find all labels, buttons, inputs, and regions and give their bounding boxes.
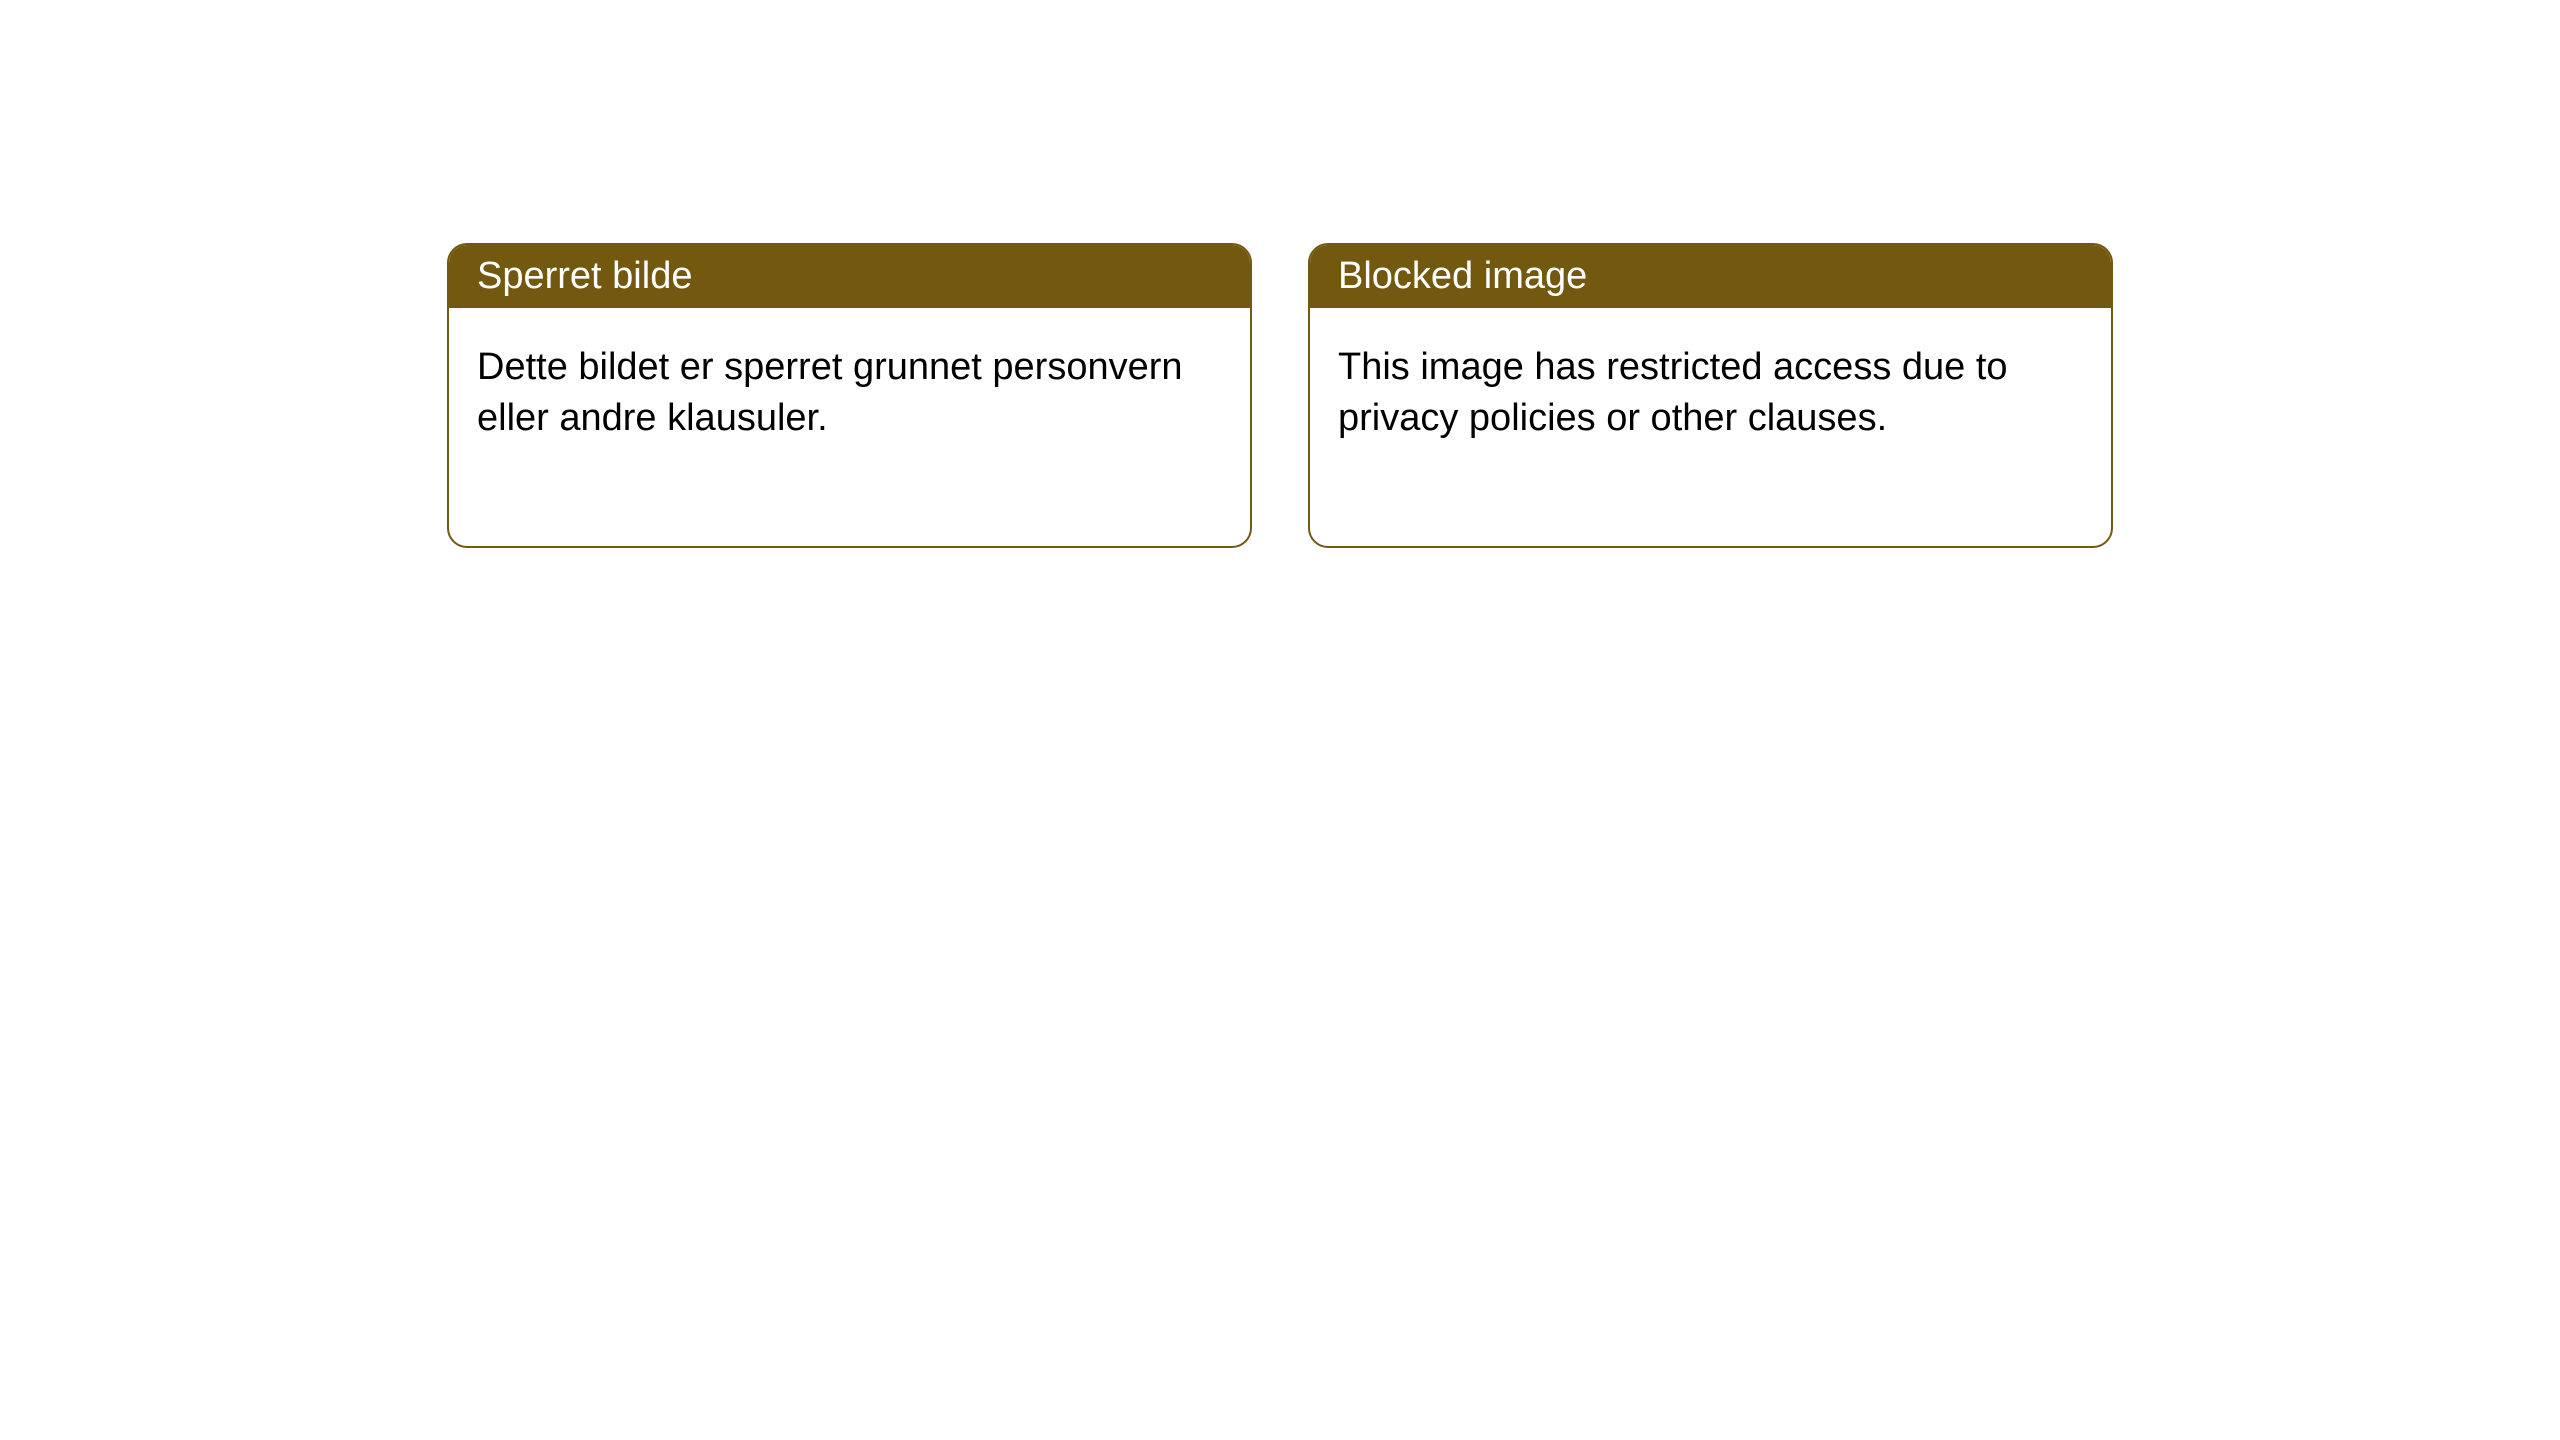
card-body: Dette bildet er sperret grunnet personve…: [449, 308, 1250, 546]
card-title: Blocked image: [1338, 255, 1587, 297]
card-title: Sperret bilde: [477, 255, 692, 297]
card-body-text: This image has restricted access due to …: [1338, 346, 2008, 439]
card-body: This image has restricted access due to …: [1310, 308, 2111, 546]
card-header: Blocked image: [1310, 245, 2111, 308]
cards-container: Sperret bilde Dette bildet er sperret gr…: [0, 0, 2560, 548]
card-header: Sperret bilde: [449, 245, 1250, 308]
blocked-image-card-en: Blocked image This image has restricted …: [1308, 243, 2113, 548]
card-body-text: Dette bildet er sperret grunnet personve…: [477, 346, 1183, 439]
blocked-image-card-no: Sperret bilde Dette bildet er sperret gr…: [447, 243, 1252, 548]
